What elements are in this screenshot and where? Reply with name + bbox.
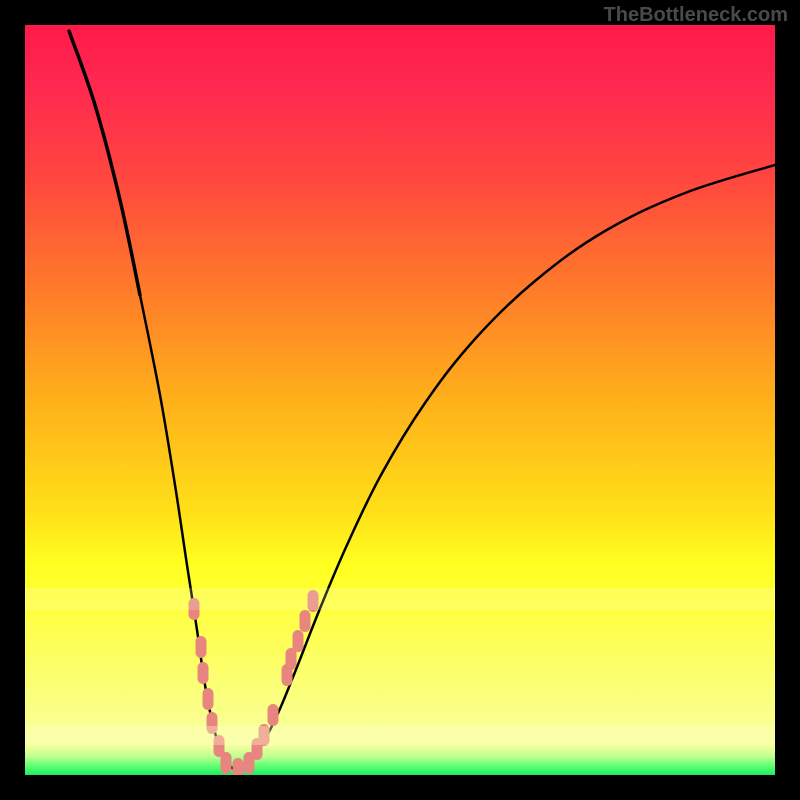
data-marker [268,704,279,726]
frame-left [0,0,25,800]
glow-band [25,726,775,745]
data-marker [203,688,214,710]
glow-band [25,588,775,611]
frame-bottom [0,775,800,800]
data-marker [293,630,304,652]
data-marker [233,758,244,775]
chart-svg [25,25,775,775]
frame-right [775,0,800,800]
watermark-text: TheBottleneck.com [604,4,788,27]
data-marker [300,610,311,632]
data-marker [286,648,297,670]
data-marker [198,662,209,684]
bottleneck-chart [25,25,775,775]
curve-left-top-thick [69,31,140,295]
data-marker [196,636,207,658]
curve-left-branch [69,31,237,771]
curve-right-branch [237,165,775,771]
data-marker [221,752,232,774]
